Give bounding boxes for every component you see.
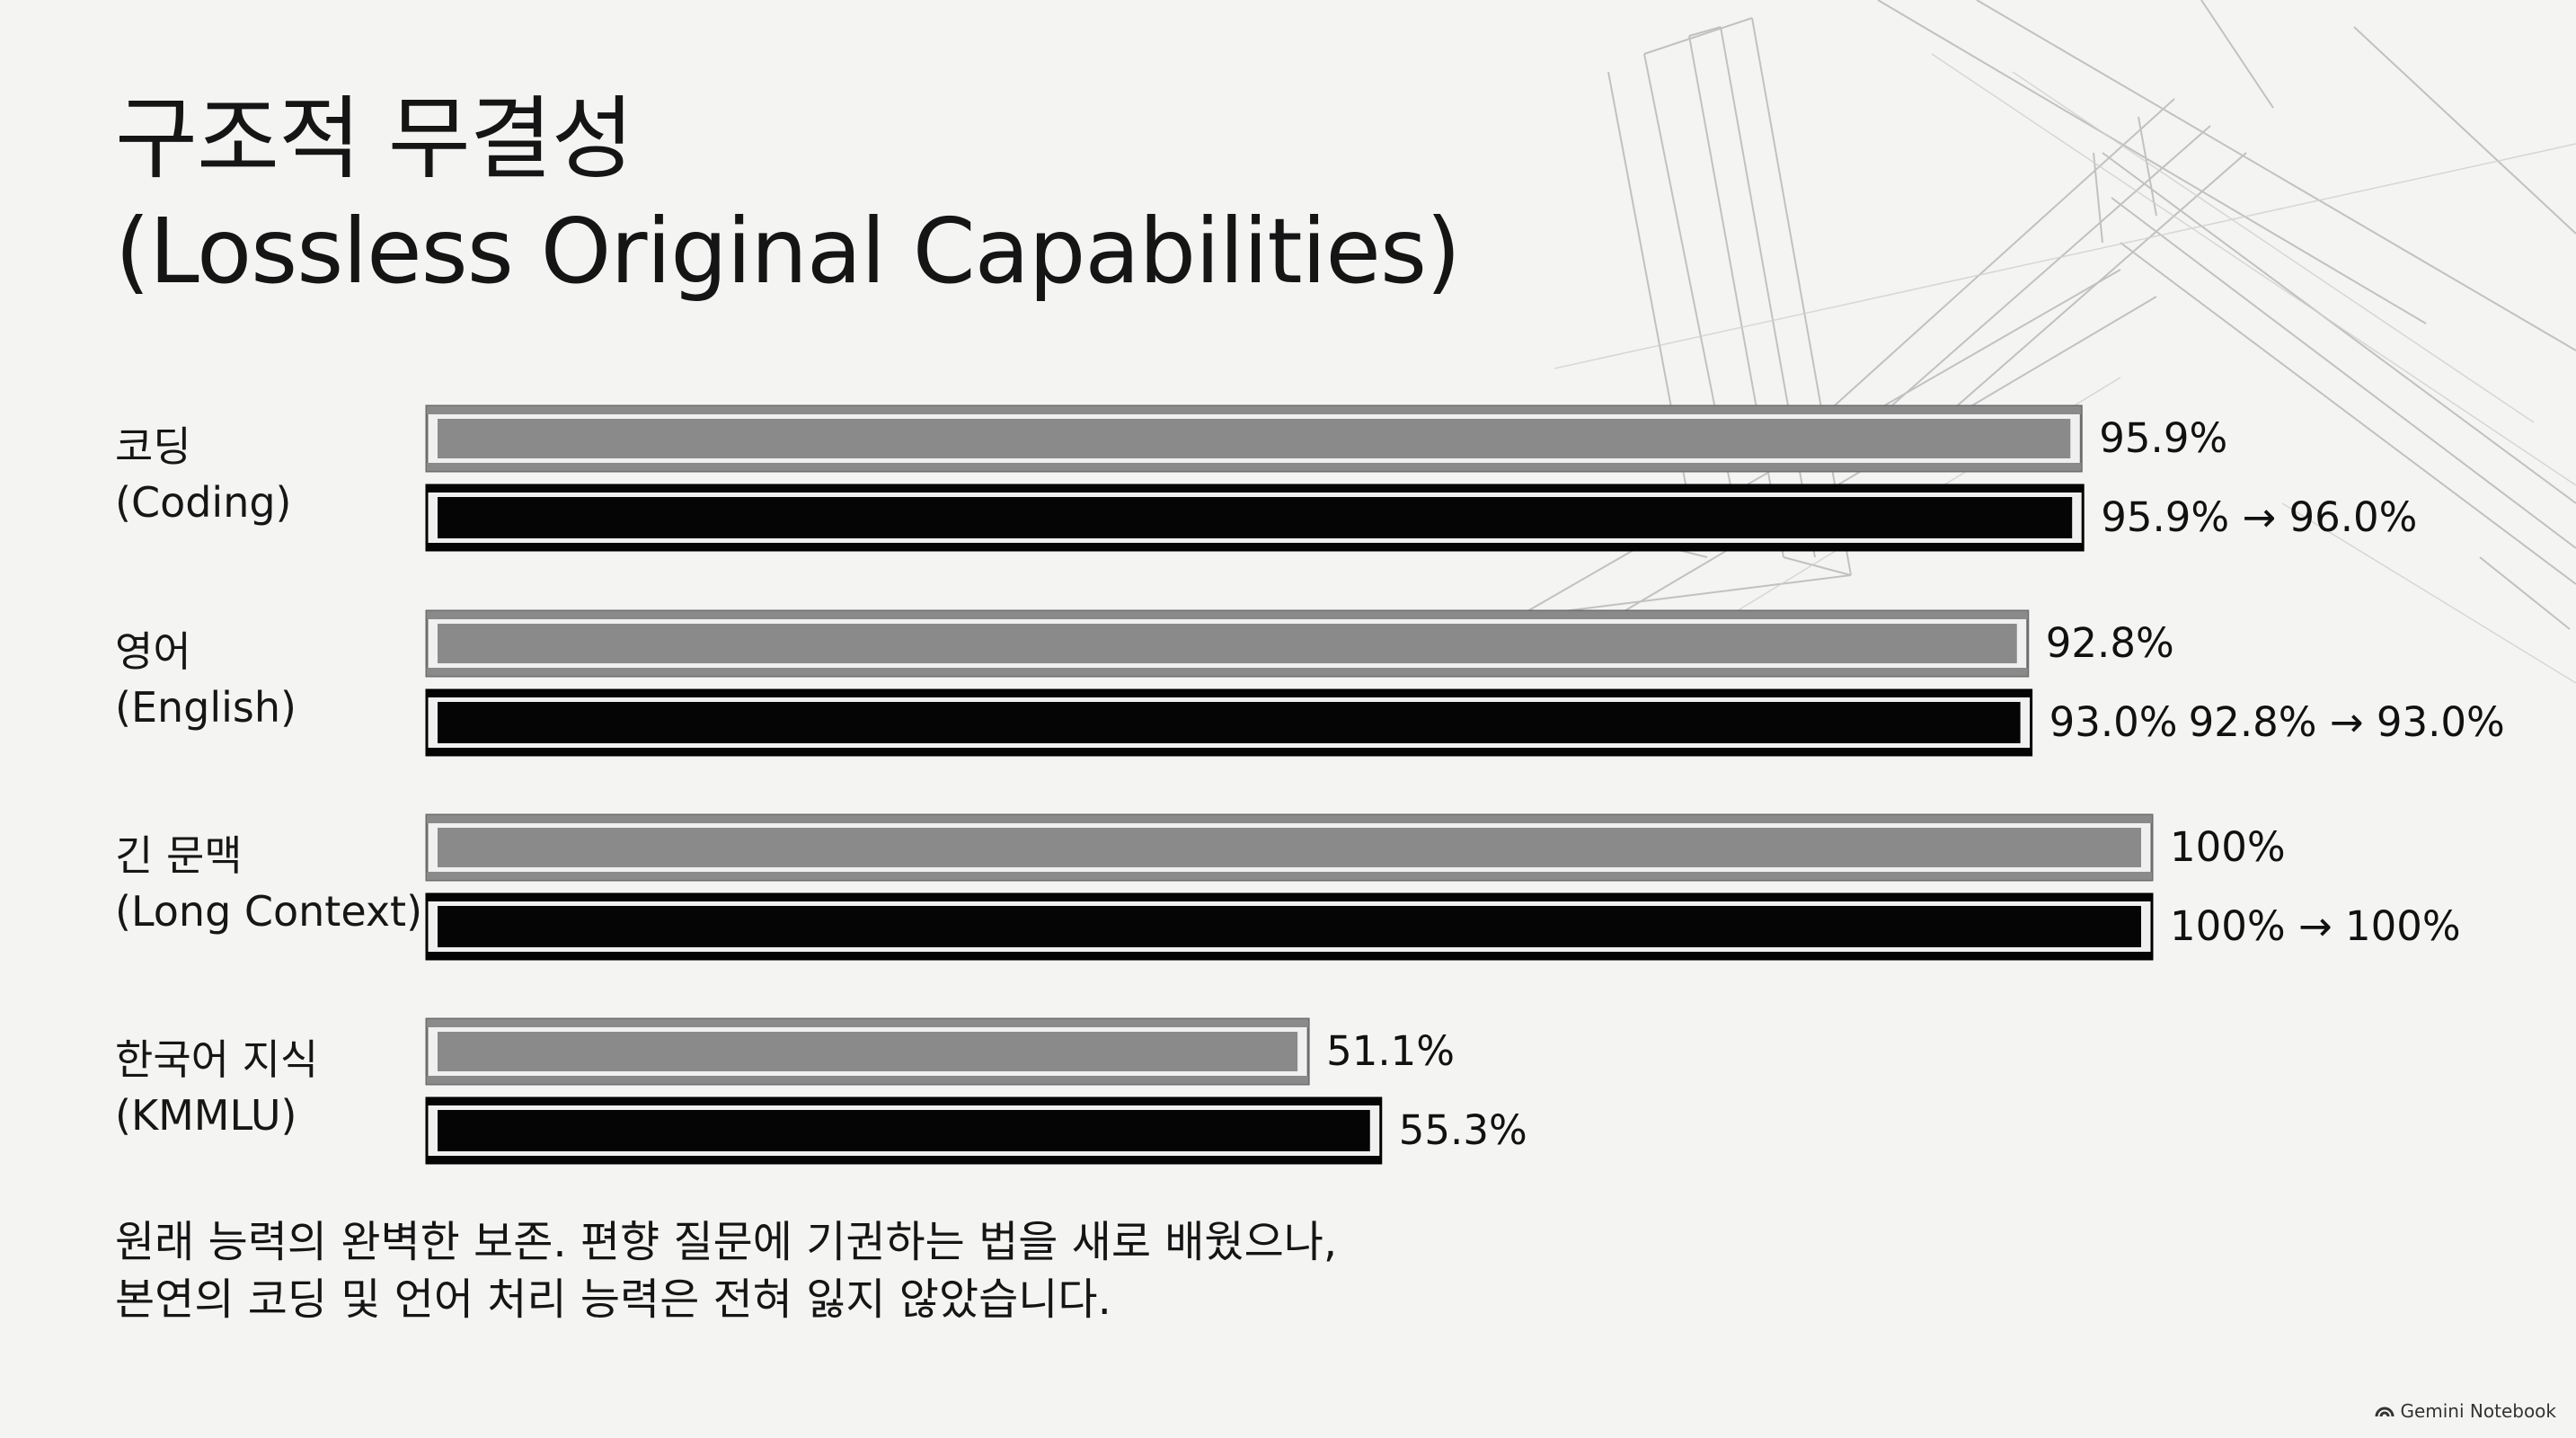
caption-line-2: 본연의 코딩 및 언어 처리 능력은 전혀 잃지 않았습니다. — [115, 1274, 1111, 1325]
comparison-label: 92.8% → 93.0% — [2188, 698, 2505, 746]
bar-tuned — [425, 688, 2033, 757]
comparison-label: 95.9% → 96.0% — [2101, 493, 2418, 541]
bar-tuned — [425, 1096, 1383, 1165]
category-name: 긴 문맥 — [115, 831, 243, 880]
data-label: 51.1% — [1326, 1027, 1456, 1075]
caption-line-1: 원래 능력의 완벽한 보존. 편향 질문에 기권하는 법을 새로 배웠으나, — [115, 1217, 1338, 1267]
comparison-label: 100% → 100% — [2170, 902, 2461, 950]
category-name: 영어 — [115, 627, 191, 676]
title-korean: 구조적 무결성 — [115, 86, 634, 191]
category-label: 코딩 (Coding) — [115, 419, 292, 530]
data-label: 95.9% — [2099, 414, 2228, 462]
bar-original — [425, 813, 2154, 882]
data-label: 100% — [2170, 823, 2286, 871]
category-name: 코딩 — [115, 422, 191, 471]
category-sublabel: (KMMLU) — [115, 1091, 297, 1140]
watermark: Gemini Notebook — [2375, 1400, 2556, 1422]
title-english: (Lossless Original Capabilities) — [115, 199, 1461, 304]
category-label: 영어 (English) — [115, 624, 297, 735]
category-sublabel: (English) — [115, 683, 297, 732]
bar-original — [425, 404, 2083, 473]
bar-tuned — [425, 484, 2085, 552]
caption: 원래 능력의 완벽한 보존. 편향 질문에 기권하는 법을 새로 배웠으나, 본… — [115, 1213, 1337, 1328]
bar-tuned — [425, 892, 2154, 961]
category-name: 한국어 지식 — [115, 1035, 319, 1084]
gemini-notebook-icon — [2375, 1407, 2395, 1417]
watermark-text: Gemini Notebook — [2400, 1400, 2556, 1422]
bar-original — [425, 609, 2030, 678]
slide-title: 구조적 무결성 (Lossless Original Capabilities) — [115, 83, 1461, 307]
data-label: 92.8% — [2045, 619, 2174, 667]
category-label: 한국어 지식 (KMMLU) — [115, 1032, 318, 1143]
category-sublabel: (Coding) — [115, 478, 292, 527]
data-label: 55.3% — [1398, 1106, 1527, 1154]
bar-original — [425, 1017, 1310, 1086]
category-sublabel: (Long Context) — [115, 887, 423, 936]
data-label: 93.0% — [2049, 698, 2178, 746]
category-label: 긴 문맥 (Long Context) — [115, 828, 422, 939]
